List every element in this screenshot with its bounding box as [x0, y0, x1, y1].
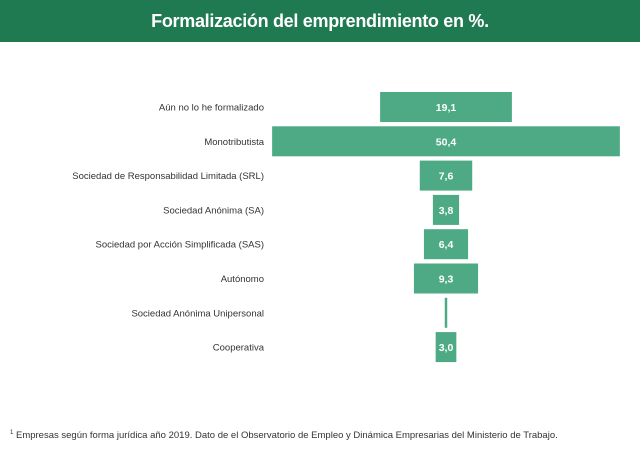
bar: [419, 160, 473, 191]
footnote-text: Empresas según forma jurídica año 2019. …: [15, 430, 558, 442]
chart-title: Formalización del emprendimiento en %.: [151, 11, 489, 31]
category-label: Sociedad por Acción Simplificada (SAS): [96, 240, 264, 251]
bar: [272, 126, 620, 157]
bar: [423, 229, 469, 260]
bar: [413, 263, 479, 294]
bar: [432, 194, 460, 225]
value-label: 50,4: [436, 136, 457, 148]
value-label: 3,8: [439, 205, 454, 217]
category-label: Sociedad Anónima (SA): [163, 205, 264, 216]
bar-chart: Aún no lo he formalizado 19,1 Monotributis…: [72, 92, 620, 363]
value-label: 7,6: [439, 171, 454, 183]
footnote-marker: 1: [10, 430, 14, 436]
bar: [435, 332, 457, 363]
category-label: Aún no lo he formalizado: [159, 103, 264, 114]
footnote: 1 Empresas según forma jurídica año 2019…: [10, 430, 630, 441]
category-label: Autónomo: [221, 274, 264, 285]
value-label: 19,1: [436, 102, 457, 114]
bar: [380, 92, 512, 122]
value-label: 6,4: [439, 239, 454, 251]
value-label: 3,0: [439, 342, 454, 354]
value-label: 9,3: [439, 274, 454, 286]
category-label: Sociedad de Responsabilidad Limitada (SR…: [72, 171, 264, 182]
category-label: Sociedad Anónima Unipersonal: [131, 308, 264, 319]
bar: [444, 297, 448, 328]
category-label: Monotributista: [204, 137, 264, 148]
chart-header: [0, 0, 640, 42]
category-label: Cooperativa: [213, 343, 265, 354]
